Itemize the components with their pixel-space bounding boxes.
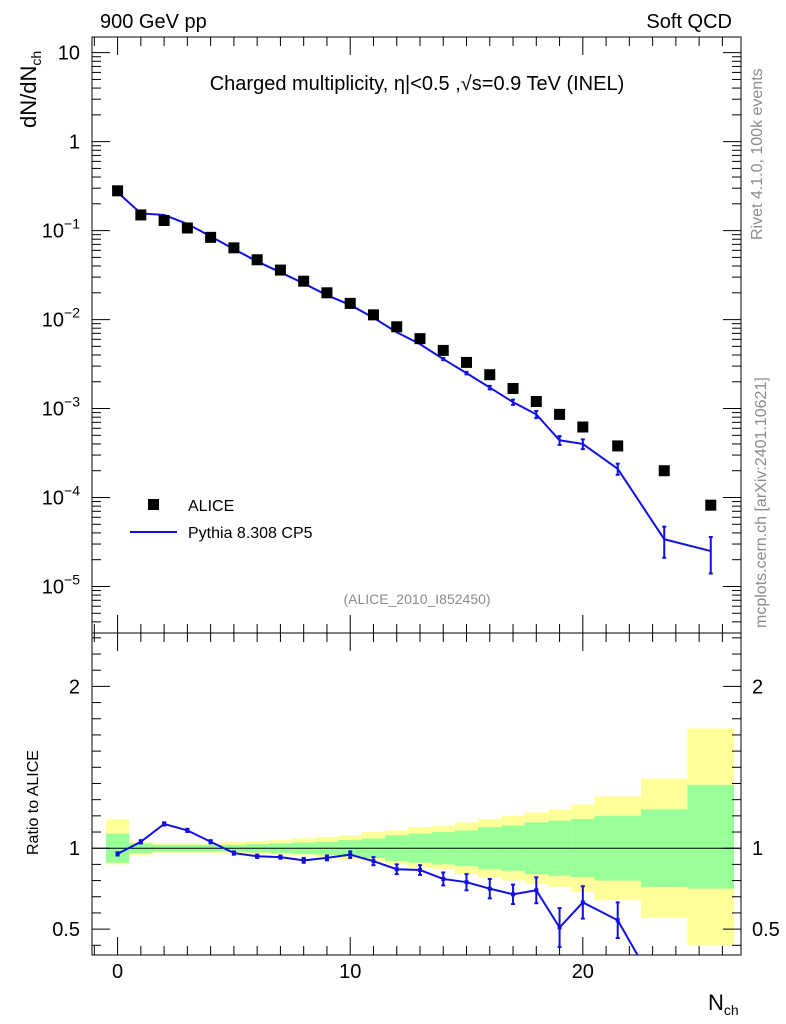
ratio-point xyxy=(417,868,422,873)
y-tick-label-right: 1 xyxy=(752,838,763,860)
y-axis-label-ratio: Ratio to ALICE xyxy=(25,750,42,855)
alice-point xyxy=(612,440,624,452)
band-inner xyxy=(687,785,735,889)
y-tick-label: 10−3 xyxy=(42,394,80,421)
ratio-point xyxy=(115,851,120,856)
alice-point xyxy=(554,408,566,420)
x-tick-label: 0 xyxy=(112,961,123,983)
legend-label-pythia: Pythia 8.308 CP5 xyxy=(188,525,313,542)
alice-point xyxy=(205,231,217,243)
main-axis-ticks: 10−5 10−4 10−3 10−2 10−1 1 10 xyxy=(42,37,741,634)
ratio-point xyxy=(487,886,492,891)
ratio-point xyxy=(511,892,516,897)
y-axis-label-main: dN/dNch xyxy=(16,51,44,128)
alice-point xyxy=(344,297,356,309)
ratio-point xyxy=(371,859,376,864)
y-tick-label: 0.5 xyxy=(52,919,80,941)
y-axis-label-main-sub: ch xyxy=(28,51,44,66)
ratio-frame xyxy=(91,632,742,956)
x-axis-label-sub: ch xyxy=(724,1002,739,1018)
y-tick-label: 10−4 xyxy=(42,483,80,510)
axes-frames xyxy=(91,36,742,956)
plot-title: Charged multiplicity, η|<0.5 ,√s=0.9 TeV… xyxy=(210,73,625,95)
ratio-point xyxy=(208,839,213,844)
alice-point xyxy=(658,465,670,477)
alice-point xyxy=(414,333,426,345)
ratio-point xyxy=(557,925,562,930)
y-tick-label: 2 xyxy=(69,676,80,698)
x-axis-label-base: N xyxy=(708,990,724,1015)
alice-point xyxy=(530,395,542,407)
alice-point xyxy=(577,421,589,433)
alice-point xyxy=(181,222,193,234)
header-left: 900 GeV pp xyxy=(100,11,207,33)
header-right: Soft QCD xyxy=(646,11,732,33)
alice-point xyxy=(274,264,286,276)
legend-marker-alice xyxy=(148,499,159,510)
ratio-series xyxy=(115,821,639,955)
ratio-point xyxy=(138,839,143,844)
ratio-point xyxy=(580,900,585,905)
alice-point xyxy=(158,214,170,226)
x-tick-label: 10 xyxy=(339,961,361,983)
analysis-tag: (ALICE_2010_I852450) xyxy=(343,591,490,607)
alice-point xyxy=(484,369,496,381)
ratio-point xyxy=(278,855,283,860)
y-tick-label-right: 0.5 xyxy=(752,919,780,941)
y-axis-label-main-base: dN/dN xyxy=(16,66,41,128)
alice-point xyxy=(112,185,124,197)
ratio-point xyxy=(534,888,539,893)
legend: ALICE Pythia 8.308 CP5 xyxy=(130,498,313,542)
y-tick-label: 10 xyxy=(58,43,80,65)
alice-point xyxy=(135,209,147,221)
alice-point xyxy=(251,254,263,266)
alice-point xyxy=(228,242,240,254)
y-tick-label: 10−2 xyxy=(42,305,80,332)
alice-point xyxy=(705,499,717,511)
ratio-point xyxy=(464,880,469,885)
alice-point xyxy=(298,275,310,287)
main-series xyxy=(112,185,717,575)
alice-point xyxy=(461,356,473,368)
ratio-point xyxy=(255,854,260,859)
ratio-point xyxy=(231,851,236,856)
ratio-point xyxy=(441,876,446,881)
alice-point xyxy=(367,309,379,321)
alice-point xyxy=(437,344,449,356)
mcplots-label: mcplots.cern.ch [arXiv:2401.10621] xyxy=(753,377,770,628)
rivet-label: Rivet 4.1.0, 100k events xyxy=(749,68,766,240)
alice-point xyxy=(321,287,333,299)
alice-point xyxy=(507,382,519,394)
x-tick-label: 20 xyxy=(572,961,594,983)
ratio-axis-ticks: 0 10 20 0.5 0.5 1 1 2 2 xyxy=(52,633,780,983)
y-tick-label: 1 xyxy=(69,132,80,154)
legend-label-alice: ALICE xyxy=(188,498,234,515)
y-tick-label-right: 2 xyxy=(752,676,763,698)
ratio-point xyxy=(324,855,329,860)
alice-point xyxy=(391,321,403,333)
ratio-point xyxy=(348,852,353,857)
y-tick-label: 10−1 xyxy=(42,216,80,243)
ratio-point xyxy=(615,918,620,923)
ratio-point xyxy=(301,858,306,863)
x-axis-label: Nch xyxy=(708,990,739,1018)
y-tick-label: 1 xyxy=(69,838,80,860)
ratio-point xyxy=(162,821,167,826)
y-tick-label: 10−5 xyxy=(42,571,80,598)
ratio-point xyxy=(185,828,190,833)
ratio-point xyxy=(394,867,399,872)
